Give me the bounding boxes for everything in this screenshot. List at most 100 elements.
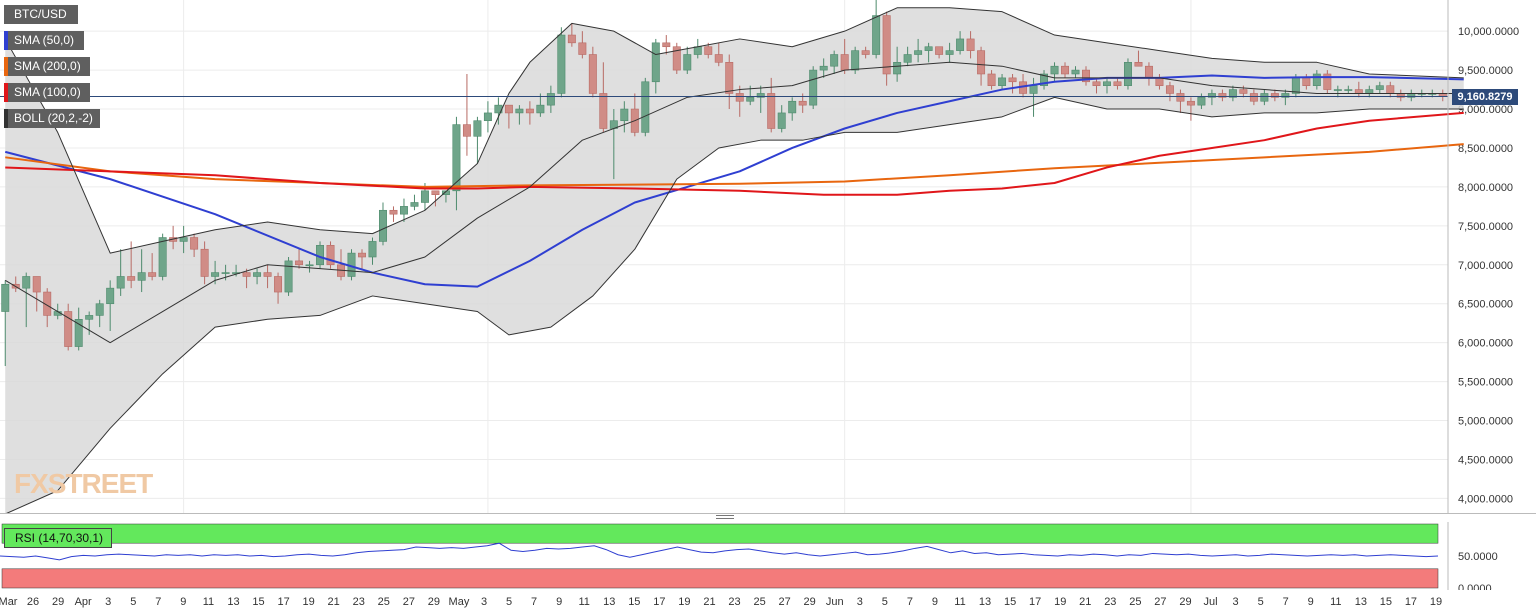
x-tick-label: 23	[728, 596, 740, 608]
x-tick-label: 5	[1258, 596, 1264, 608]
candle-body	[872, 15, 881, 55]
x-tick-label: 19	[678, 596, 690, 608]
candle-body	[22, 276, 31, 289]
x-tick-label: 21	[1079, 596, 1091, 608]
rsi-line	[0, 542, 1439, 561]
candle-body	[158, 237, 167, 277]
candle-body	[767, 93, 776, 129]
candle-body	[1186, 100, 1195, 106]
candle-body	[1134, 62, 1143, 67]
rsi-tick-label: 50.0000	[1458, 551, 1498, 563]
rsi-tick-label: 0.0000	[1458, 583, 1492, 590]
y-tick-label: 6,000.0000	[1458, 338, 1513, 350]
x-tick-label: 3	[857, 596, 863, 608]
candle-body	[85, 315, 94, 320]
candle-body	[1113, 81, 1122, 86]
candle-body	[1082, 69, 1090, 83]
legend-sma200[interactable]: SMA (200,0)	[4, 57, 90, 76]
y-tick-label: 9,000.0000	[1458, 104, 1513, 116]
y-tick-label: 6,500.0000	[1458, 299, 1513, 311]
rsi-chart[interactable]: 0.0000 50.0000	[0, 522, 1536, 590]
candle-body	[1176, 93, 1185, 102]
candle-body	[1333, 89, 1342, 91]
candle-body	[253, 272, 262, 277]
x-tick-label: 15	[252, 596, 264, 608]
candle-body	[1302, 77, 1311, 86]
x-tick-label: 21	[328, 596, 340, 608]
candle-body	[379, 209, 387, 242]
candle-body	[1218, 93, 1227, 98]
candle-body	[809, 69, 818, 106]
candle-body	[693, 46, 702, 55]
candle-body	[714, 54, 723, 63]
candle-body	[179, 237, 188, 242]
candle-body	[1281, 93, 1290, 98]
candle-body	[95, 303, 104, 316]
legend-sma100[interactable]: SMA (100,0)	[4, 83, 90, 102]
candle-body	[567, 34, 576, 44]
legend-label-sma100: SMA (100,0)	[14, 85, 81, 99]
candle-body	[861, 50, 870, 55]
candle-body	[483, 112, 492, 122]
candle-body	[924, 46, 933, 51]
y-tick-label: 8,000.0000	[1458, 182, 1513, 194]
x-tick-label: 17	[1029, 596, 1041, 608]
x-tick-label: 19	[1430, 596, 1442, 608]
x-tick-label: 11	[1330, 596, 1341, 608]
candle-body	[1239, 89, 1248, 94]
rsi-overbought-zone	[1, 523, 1439, 544]
x-tick-label: 17	[653, 596, 665, 608]
candle-body	[1354, 89, 1363, 94]
x-tick-label: 25	[753, 596, 765, 608]
legend-btcusd[interactable]: BTC/USD	[4, 5, 78, 24]
x-tick-label: Mar	[0, 596, 18, 608]
y-tick-label: 9,500.0000	[1458, 65, 1513, 77]
x-tick-label: 5	[130, 596, 136, 608]
legend-sma50[interactable]: SMA (50,0)	[4, 31, 84, 50]
candle-body	[305, 264, 314, 267]
candle-body	[1040, 73, 1049, 86]
x-tick-label: 5	[882, 596, 888, 608]
x-tick-label: Jun	[826, 596, 844, 608]
candle-body	[1260, 93, 1269, 102]
price-chart[interactable]: 4,000.0000 4,500.0000 5,000.0000 5,500.0000…	[0, 0, 1536, 514]
candle-body	[1228, 89, 1237, 98]
candle-body	[515, 108, 524, 114]
x-tick-label: 21	[703, 596, 715, 608]
candle-body	[546, 93, 555, 106]
candle-body	[830, 54, 839, 67]
legend-label-sma50: SMA (50,0)	[14, 33, 75, 47]
x-tick-label: 5	[506, 596, 512, 608]
candle-body	[1050, 65, 1059, 75]
candle-body	[1029, 85, 1038, 94]
candle-body	[1103, 81, 1111, 86]
candle-body	[452, 124, 461, 192]
candle-body	[735, 93, 744, 102]
x-tick-label: 3	[105, 596, 111, 608]
candle-body	[148, 272, 157, 277]
candle-body	[1365, 89, 1374, 94]
y-tick-label: 4,500.0000	[1458, 454, 1513, 466]
candle-body	[1197, 97, 1206, 106]
x-tick-label: 13	[979, 596, 991, 608]
candle-body	[956, 38, 965, 51]
x-tick-label: Apr	[75, 596, 92, 608]
candle-body	[557, 34, 566, 94]
x-axis: Mar 26 29 Apr 3 5 7 9 11 13 15 17 19 21 23 25 27 29 May 3 5 7…	[0, 596, 1442, 608]
x-tick-label: 17	[1405, 596, 1417, 608]
candle-body	[106, 287, 115, 305]
rsi-legend-label[interactable]: RSI (14,70,30,1)	[4, 528, 113, 548]
last-price-tag: 9,160.8279	[1452, 88, 1518, 105]
pane-resize-handle[interactable]	[716, 515, 734, 521]
candle-body	[1061, 65, 1069, 75]
legend-boll[interactable]: BOLL (20,2,-2)	[4, 109, 100, 128]
legend-swatch-sma100	[4, 83, 8, 102]
candle-body	[441, 190, 450, 195]
candle-body	[588, 54, 597, 94]
candle-body	[662, 42, 671, 48]
candle-body	[1270, 93, 1279, 98]
candle-body	[525, 108, 534, 114]
x-tick-label: 23	[353, 596, 365, 608]
x-tick-label: 19	[1054, 596, 1066, 608]
candle-body	[1165, 85, 1174, 94]
